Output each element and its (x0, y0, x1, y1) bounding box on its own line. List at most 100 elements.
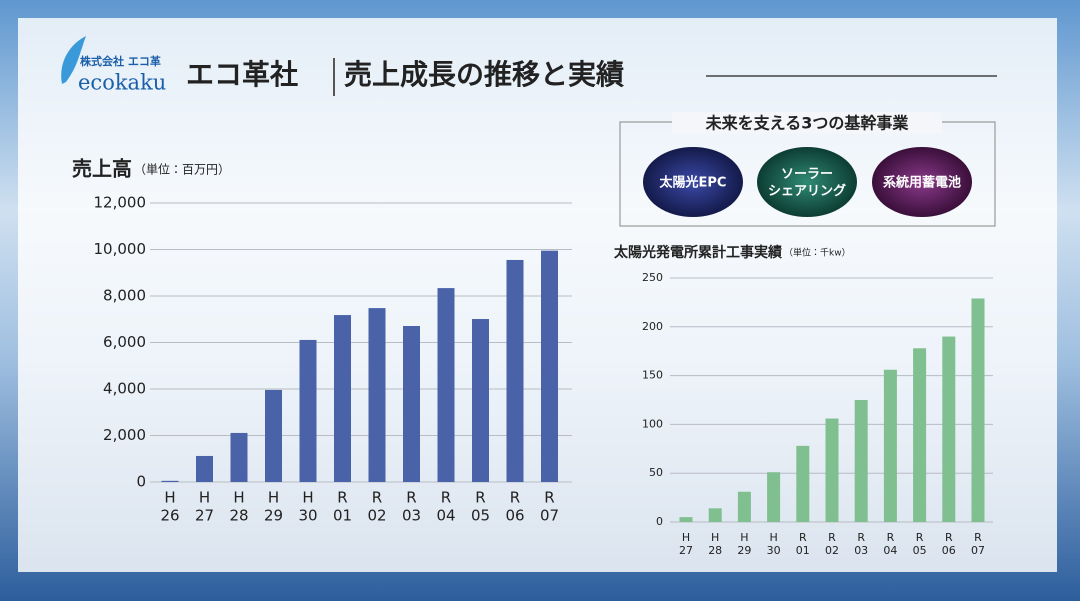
x-tick-label: R (510, 489, 520, 507)
y-tick-label: 100 (642, 417, 663, 430)
x-tick-label: 27 (195, 507, 214, 525)
x-tick-label: 26 (160, 507, 179, 525)
bar (913, 348, 927, 522)
x-tick-label: H (740, 531, 748, 544)
chart-title: 売上高 (72, 157, 132, 181)
logo-text: ecokaku (78, 71, 166, 95)
x-tick-label: 27 (679, 544, 693, 557)
x-tick-label: 04 (436, 507, 455, 525)
bar (796, 445, 810, 522)
title-right: 売上成長の推移と実績 (344, 58, 624, 91)
bar (334, 315, 351, 482)
chart-subtitle: （単位：千kw） (784, 247, 851, 259)
y-tick-label: 4,000 (103, 380, 146, 398)
y-tick-label: 12,000 (94, 194, 147, 212)
x-tick-label: H (268, 489, 279, 507)
bar (368, 308, 386, 482)
x-tick-label: R (337, 489, 347, 507)
bar (737, 491, 751, 522)
x-tick-label: R (475, 489, 485, 507)
x-tick-label: R (441, 489, 451, 507)
bar (708, 508, 722, 522)
x-tick-label: H (233, 489, 244, 507)
x-tick-label: 03 (854, 544, 868, 557)
x-tick-label: 28 (229, 507, 248, 525)
x-tick-label: H (164, 489, 175, 507)
x-tick-label: H (199, 489, 210, 507)
chart-subtitle: （単位：百万円） (134, 163, 230, 177)
y-tick-label: 200 (642, 320, 663, 333)
bar (883, 369, 897, 522)
business-label: シェアリング (768, 183, 846, 199)
bar (825, 418, 839, 522)
business-circle (872, 147, 972, 217)
y-tick-label: 250 (642, 271, 663, 284)
bar (854, 400, 868, 522)
y-tick-label: 150 (642, 369, 663, 382)
bar (942, 336, 956, 522)
x-tick-label: 03 (402, 507, 421, 525)
x-tick-label: 02 (367, 507, 386, 525)
x-tick-label: R (799, 531, 807, 544)
x-tick-label: R (887, 531, 895, 544)
y-tick-label: 0 (656, 515, 663, 528)
bar (971, 298, 985, 522)
x-tick-label: 02 (825, 544, 839, 557)
bar (541, 250, 558, 482)
bar (437, 288, 455, 482)
panel (18, 18, 1057, 572)
x-tick-label: R (828, 531, 836, 544)
bar (230, 432, 248, 482)
bar (196, 455, 213, 482)
y-tick-label: 10,000 (94, 240, 147, 258)
x-tick-label: R (406, 489, 416, 507)
business-circle (643, 147, 743, 217)
bar (161, 480, 179, 482)
business-label: ソーラー (781, 167, 833, 182)
business-title-bg (672, 112, 942, 134)
x-tick-label: R (974, 531, 982, 544)
chart-title: 太陽光発電所累計工事実績 (613, 244, 783, 261)
x-tick-label: H (302, 489, 313, 507)
x-tick-label: 30 (767, 544, 781, 557)
x-tick-label: H (682, 531, 690, 544)
x-tick-label: 29 (264, 507, 283, 525)
x-tick-label: R (857, 531, 865, 544)
x-tick-label: 06 (942, 544, 956, 557)
x-tick-label: 06 (505, 507, 524, 525)
x-tick-label: 04 (883, 544, 897, 557)
bar (299, 339, 317, 482)
x-tick-label: 29 (737, 544, 751, 557)
x-tick-label: 01 (796, 544, 810, 557)
y-tick-label: 8,000 (103, 287, 146, 305)
bar (506, 259, 524, 482)
x-tick-label: 28 (708, 544, 722, 557)
business-label: 系統用蓄電池 (883, 175, 961, 191)
y-tick-label: 2,000 (103, 426, 146, 444)
x-tick-label: R (945, 531, 953, 544)
x-tick-label: 05 (471, 507, 490, 525)
bar (472, 319, 489, 482)
business-title: 未来を支える3つの基幹事業 (705, 114, 910, 133)
x-tick-label: R (372, 489, 382, 507)
y-tick-label: 0 (136, 473, 146, 491)
business-circle (757, 147, 857, 217)
bar (767, 472, 781, 522)
x-tick-label: 05 (913, 544, 927, 557)
bar (403, 325, 420, 482)
x-tick-label: H (769, 531, 777, 544)
x-tick-label: R (544, 489, 554, 507)
business-label: 太陽光EPC (659, 175, 727, 191)
x-tick-label: 07 (540, 507, 559, 525)
x-tick-label: H (711, 531, 719, 544)
title-left: エコ革社 (186, 58, 298, 91)
x-tick-label: 30 (298, 507, 317, 525)
y-tick-label: 6,000 (103, 333, 146, 351)
bar (679, 517, 693, 522)
x-tick-label: 07 (971, 544, 985, 557)
bar (265, 389, 282, 482)
x-tick-label: 01 (333, 507, 352, 525)
y-tick-label: 50 (649, 466, 663, 479)
